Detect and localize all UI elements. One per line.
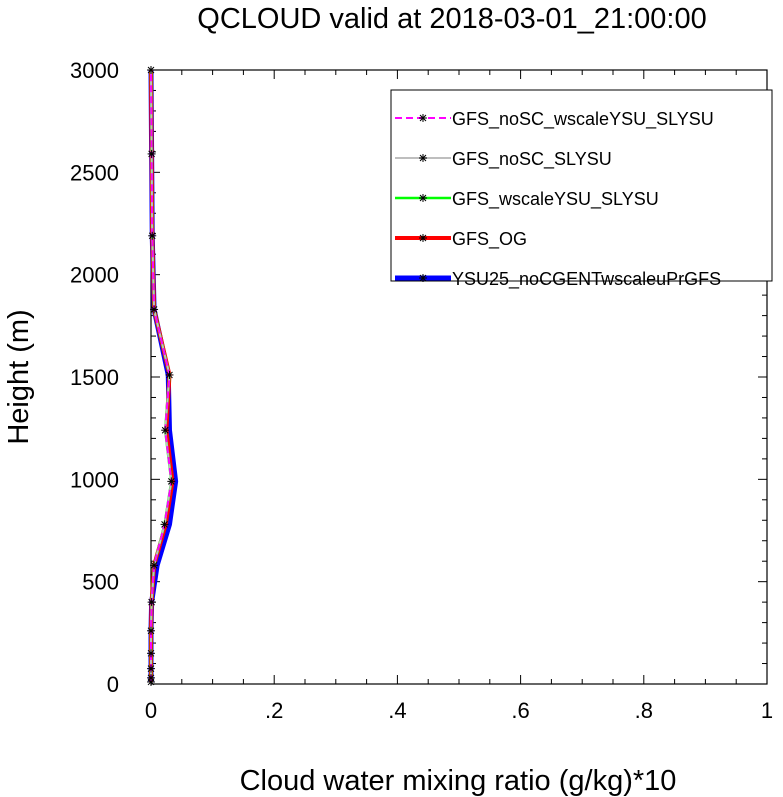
legend-marker [419, 194, 427, 202]
legend-label: YSU25_noCGENTwscaleuPrGFS [452, 269, 721, 290]
data-point-marker [150, 305, 159, 314]
y-tick-label: 2500 [70, 160, 119, 185]
x-tick-label: .4 [388, 698, 406, 723]
legend-marker [419, 154, 427, 162]
data-point-marker [160, 520, 169, 529]
axis-ticks: 0 .2 .4 .6 .8 1 0 500 1000 1500 2000 2500 3000 [70, 58, 773, 723]
legend-marker [419, 234, 427, 242]
y-tick-label: 1500 [70, 365, 119, 390]
data-point-marker [147, 598, 156, 607]
data-point-marker [147, 66, 155, 74]
data-point-marker [147, 664, 155, 673]
data-point-marker [147, 673, 155, 682]
y-tick-label: 3000 [70, 58, 119, 83]
legend-label: GFS_noSC_wscaleYSU_SLYSU [452, 109, 714, 130]
legend-marker [419, 114, 427, 122]
x-axis-label: Cloud water mixing ratio (g/kg)*10 [240, 765, 677, 797]
chart-title: QCLOUD valid at 2018-03-01_21:00:00 [197, 3, 706, 35]
y-tick-label: 500 [82, 570, 119, 595]
x-tick-label: .2 [265, 698, 283, 723]
series-group [147, 66, 179, 686]
legend-label: GFS_wscaleYSU_SLYSU [452, 189, 659, 210]
x-tick-label: 1 [761, 698, 773, 723]
x-tick-label: .6 [511, 698, 529, 723]
y-tick-label: 1000 [70, 467, 119, 492]
series-line-0 [148, 69, 179, 682]
data-point-marker [147, 626, 155, 635]
y-axis-label: Height (m) [3, 309, 35, 444]
data-point-marker [147, 149, 156, 158]
legend-label: GFS_OG [452, 229, 527, 250]
data-point-marker [150, 561, 159, 570]
y-tick-label: 2000 [70, 263, 119, 288]
x-tick-label: .8 [635, 698, 653, 723]
legend: GFS_noSC_wscaleYSU_SLYSU GFS_noSC_SLYSU GF… [390, 89, 773, 290]
data-point-marker [161, 426, 170, 435]
legend-marker [419, 274, 427, 282]
legend-label: GFS_noSC_SLYSU [452, 149, 612, 170]
y-tick-label: 0 [107, 672, 119, 697]
legend-box [390, 89, 773, 282]
data-point-marker [147, 649, 155, 658]
data-point-marker [148, 231, 157, 240]
x-tick-label: 0 [145, 698, 157, 723]
data-point-marker [165, 370, 174, 379]
data-point-marker [167, 477, 176, 486]
